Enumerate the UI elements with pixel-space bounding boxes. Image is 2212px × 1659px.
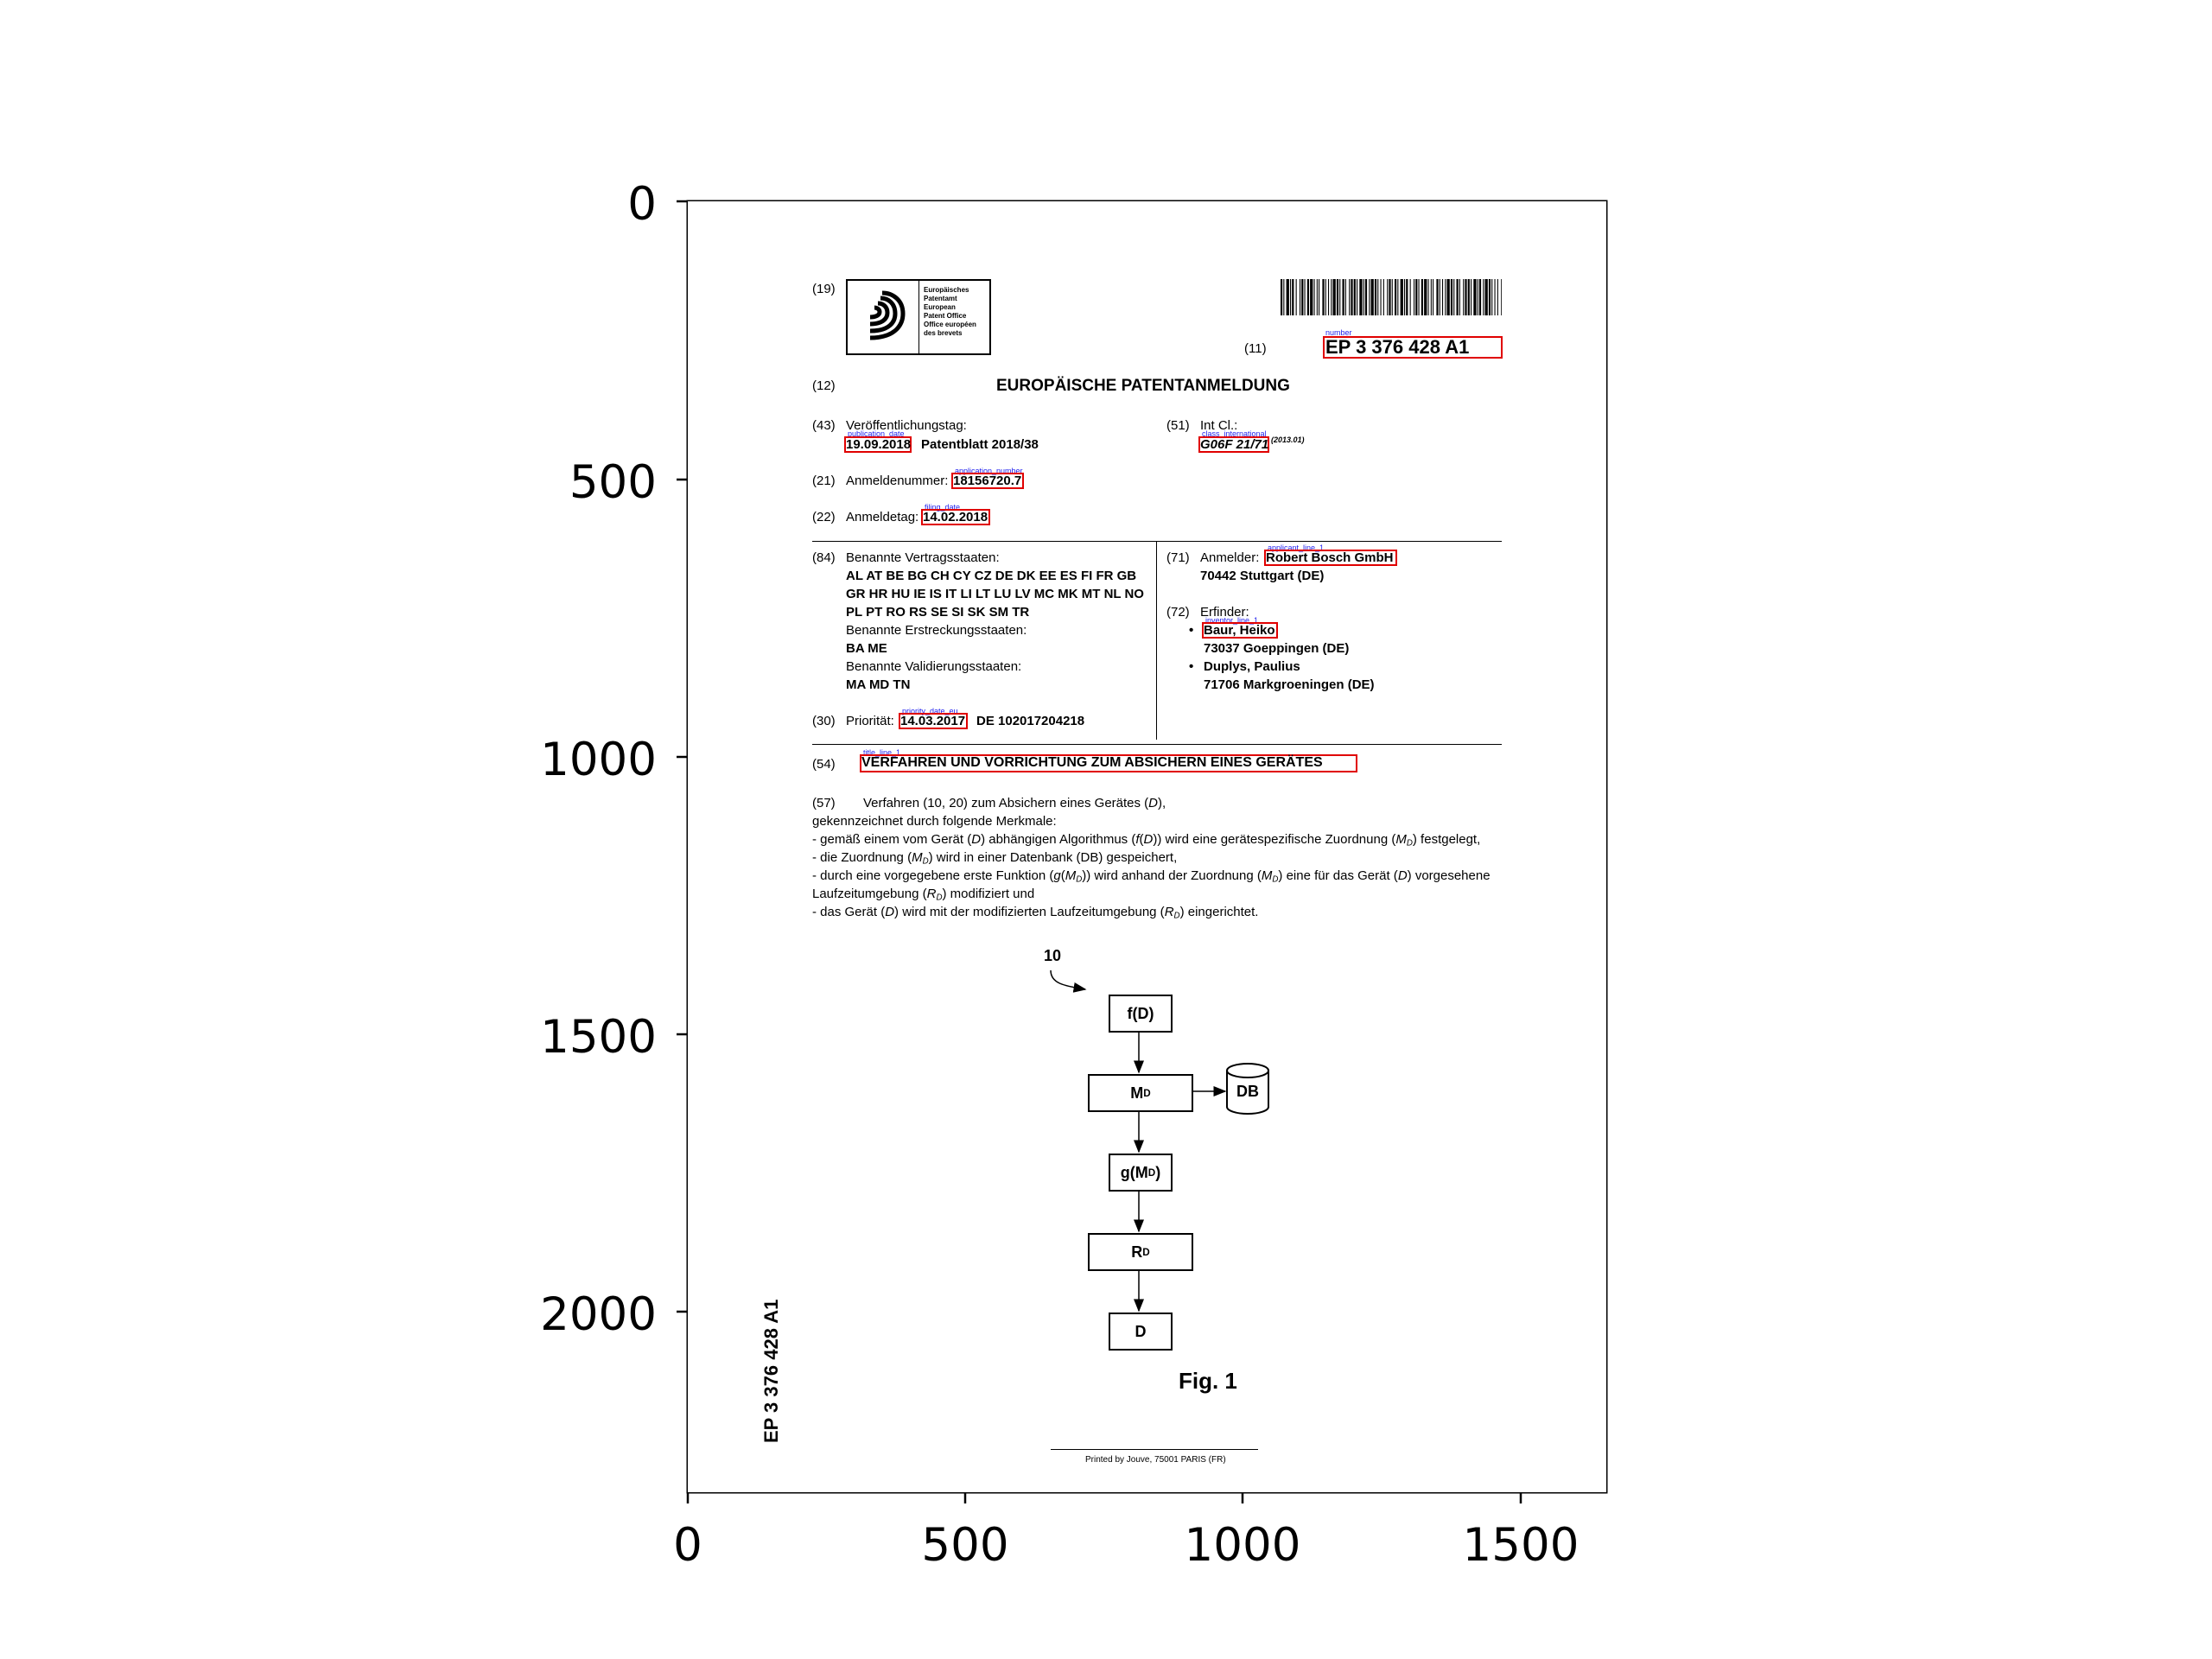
box-m-d: MD — [1088, 1074, 1193, 1112]
xtick-label: 1000 — [1130, 1522, 1355, 1568]
patent-page: (19) Europäisches Patentamt European Pat… — [688, 201, 1606, 1492]
ref-arrow — [1051, 970, 1085, 989]
figure-reference: 10 — [1044, 948, 1061, 963]
ytick-label: 500 — [527, 460, 657, 505]
xtick-label: 500 — [853, 1522, 1077, 1568]
footer-rule — [1051, 1449, 1258, 1450]
ytick-label: 0 — [527, 181, 657, 227]
box-r-d: RD — [1088, 1233, 1193, 1271]
ytick-label: 2000 — [527, 1292, 657, 1338]
printer-footer: Printed by Jouve, 75001 PARIS (FR) — [1085, 1456, 1226, 1465]
ytick-label: 1500 — [527, 1014, 657, 1060]
box-d: D — [1109, 1313, 1173, 1351]
ytick-label: 1000 — [527, 737, 657, 783]
xtick-label: 1500 — [1408, 1522, 1633, 1568]
box-f-of-d: f(D) — [1109, 995, 1173, 1033]
database-label: DB — [1236, 1084, 1259, 1099]
side-publication-number: EP 3 376 428 A1 — [762, 1300, 781, 1443]
figure-caption: Fig. 1 — [1179, 1370, 1237, 1392]
box-g-of-m-d: g(MD) — [1109, 1154, 1173, 1192]
flow-connectors — [688, 201, 1606, 1492]
xtick-label: 0 — [575, 1522, 800, 1568]
